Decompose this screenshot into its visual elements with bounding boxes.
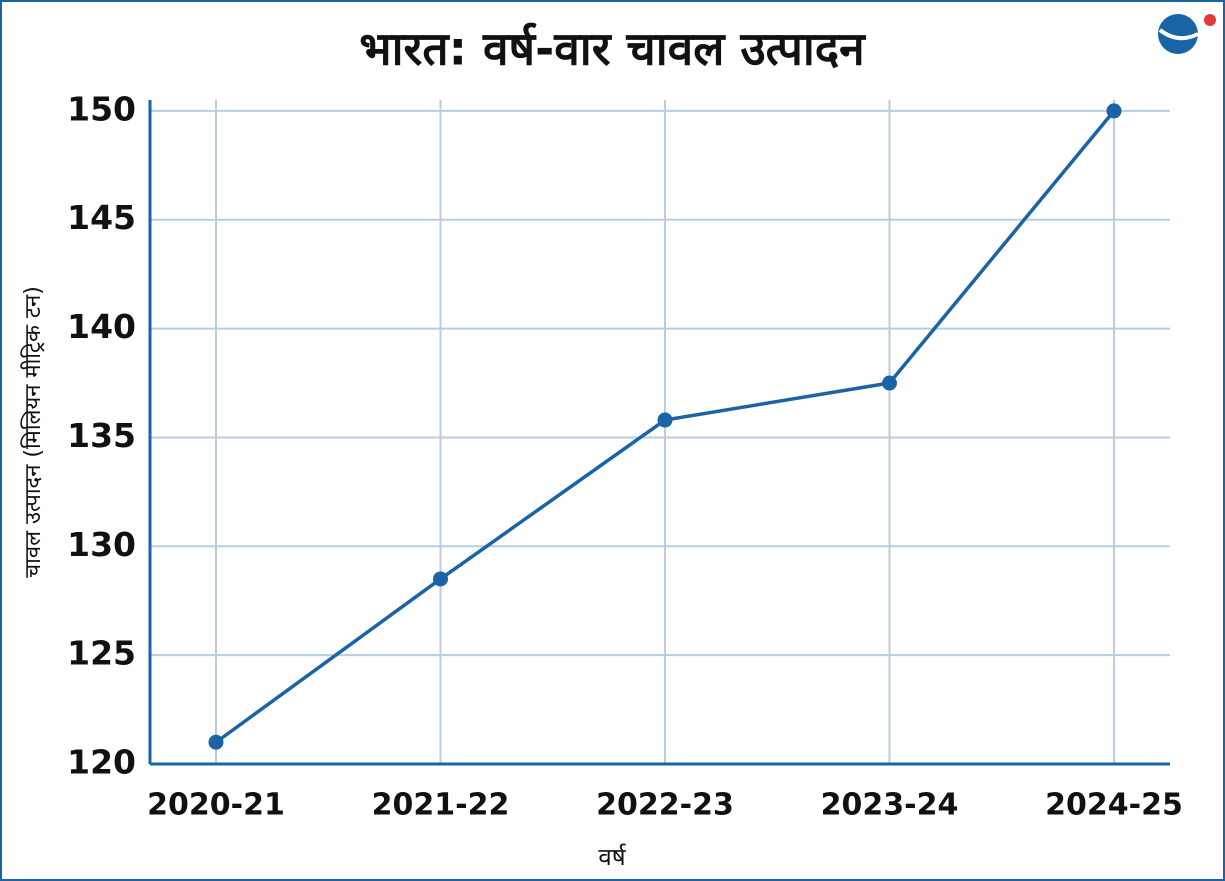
logo [1158,14,1216,54]
point [657,412,673,428]
x-tick-label: 2021-22 [372,788,510,823]
y-axis-label: चावल उत्पादन (मिलियन मीट्रिक टन) [20,286,46,578]
y-tick-label: 140 [67,307,136,346]
x-axis-label: वर्ष [598,843,626,871]
y-tick-label: 150 [67,89,136,128]
y-tick-label: 120 [67,743,136,782]
y-tick-label: 125 [67,634,136,673]
x-tick-label: 2024-25 [1045,788,1183,823]
y-tick-label: 145 [67,198,136,237]
point [1106,103,1122,119]
x-tick-label: 2022-23 [596,788,734,823]
x-tick-label: 2020-21 [147,788,285,823]
point [882,375,897,391]
point [433,571,448,587]
x-tick-label: 2023-24 [821,788,959,823]
point [208,734,224,750]
y-tick-label: 135 [67,416,136,455]
chart-title: भारत: वर्ष-वार चावल उत्पादन [359,22,866,76]
y-tick-label: 130 [67,525,136,564]
